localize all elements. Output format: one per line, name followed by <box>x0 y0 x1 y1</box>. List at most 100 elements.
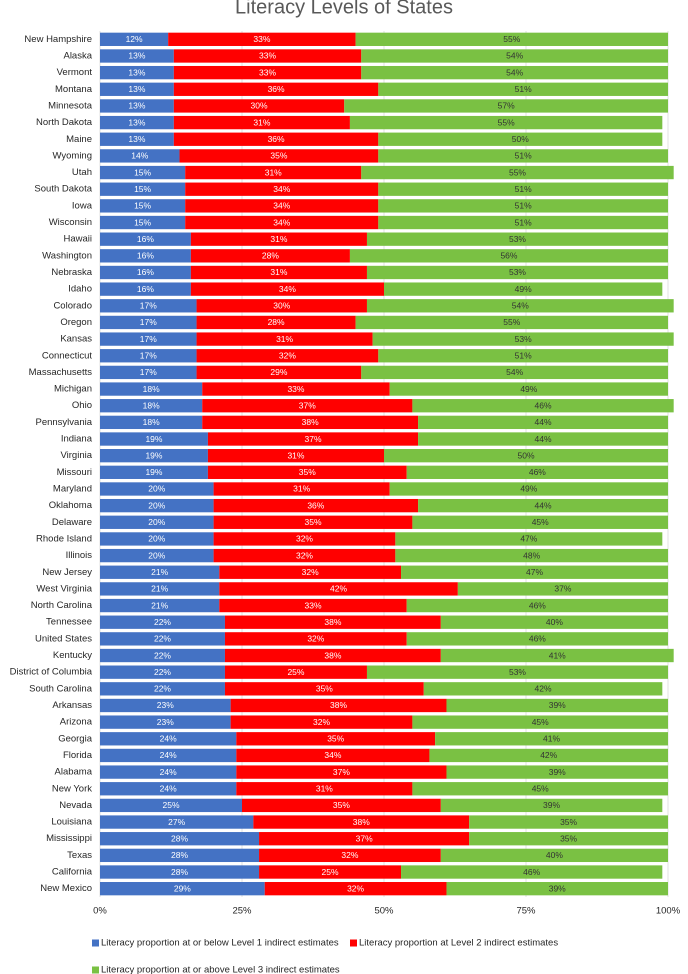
bar-segment <box>440 798 663 813</box>
value-label: 44% <box>535 417 552 427</box>
value-label: 32% <box>302 567 319 577</box>
bar-segment <box>401 865 663 879</box>
value-label: 17% <box>140 351 157 361</box>
value-label: 35% <box>316 684 333 694</box>
value-label: 35% <box>304 517 321 527</box>
value-label: 39% <box>549 883 566 893</box>
value-label: 28% <box>262 251 279 261</box>
value-label: 57% <box>498 101 515 111</box>
value-label: 30% <box>273 301 290 311</box>
bar-segment <box>100 565 220 579</box>
value-label: 32% <box>307 634 324 644</box>
bar-segment <box>100 265 191 280</box>
bar-segment <box>100 332 197 346</box>
bar-segment <box>395 532 663 546</box>
bar-segment <box>378 199 668 213</box>
bar-segment <box>100 299 197 313</box>
bar-segment <box>378 182 668 196</box>
bar-segment <box>423 682 663 696</box>
bar-segment <box>100 449 208 463</box>
bar-segment <box>224 665 367 679</box>
bar-segment <box>219 565 402 579</box>
bar-segment <box>196 349 379 363</box>
bar-segment <box>378 149 668 163</box>
y-tick-label: Michigan <box>54 384 92 395</box>
bar-segment <box>213 482 390 496</box>
value-label: 13% <box>128 134 145 144</box>
bar-segment <box>100 765 237 779</box>
bar-segment <box>378 132 663 146</box>
bar-segment <box>100 598 220 613</box>
y-tick-label: United States <box>35 633 92 644</box>
x-tick-label: 50% <box>374 906 394 917</box>
value-label: 20% <box>148 550 165 560</box>
bar-segment <box>349 115 663 130</box>
value-label: 30% <box>251 101 268 111</box>
legend-swatch <box>92 966 99 974</box>
bar-segment <box>418 432 668 446</box>
value-label: 23% <box>157 717 174 727</box>
bar-segment <box>395 548 668 563</box>
bar-segment <box>100 232 191 246</box>
value-label: 29% <box>270 367 287 377</box>
bar-segment <box>173 99 345 113</box>
value-label: 51% <box>515 201 532 211</box>
bar-segment <box>185 165 362 180</box>
bar-segment <box>100 732 237 746</box>
bar-segment <box>344 99 668 113</box>
y-tick-label: Massachusetts <box>29 367 93 378</box>
y-tick-label: Hawaii <box>63 234 92 245</box>
bar-segment <box>100 582 220 596</box>
y-tick-label: Alaska <box>63 50 92 61</box>
value-label: 34% <box>273 201 290 211</box>
value-label: 22% <box>154 617 171 627</box>
y-tick-label: Kentucky <box>53 650 92 661</box>
value-label: 55% <box>503 34 520 44</box>
bar-segment <box>100 715 231 729</box>
legend-label: Literacy proportion at Level 2 indirect … <box>359 938 558 949</box>
bar-segment <box>185 199 379 213</box>
bar-segment <box>100 548 214 563</box>
bar-segment <box>202 399 413 413</box>
value-label: 20% <box>148 500 165 510</box>
bar-segment <box>446 698 668 713</box>
value-label: 16% <box>137 284 154 294</box>
bar-segment <box>469 815 668 829</box>
value-label: 28% <box>171 867 188 877</box>
bar-segment <box>190 282 384 296</box>
bar-segment <box>361 365 668 380</box>
value-label: 32% <box>313 717 330 727</box>
value-label: 22% <box>154 684 171 694</box>
value-label: 16% <box>137 234 154 244</box>
y-tick-label: Minnesota <box>48 100 93 111</box>
value-label: 31% <box>270 234 287 244</box>
value-label: 18% <box>143 384 160 394</box>
value-label: 29% <box>174 883 191 893</box>
bar-segment <box>100 515 214 529</box>
bar-segment <box>418 415 668 430</box>
value-label: 47% <box>526 567 543 577</box>
value-label: 39% <box>549 767 566 777</box>
value-label: 25% <box>322 867 339 877</box>
bar-segment <box>100 415 203 430</box>
value-label: 15% <box>134 167 151 177</box>
x-tick-label: 100% <box>656 906 681 917</box>
value-label: 45% <box>532 517 549 527</box>
value-label: 31% <box>270 267 287 277</box>
y-tick-label: Nevada <box>59 800 92 811</box>
bar-segment <box>378 82 668 96</box>
bar-segment <box>469 832 668 846</box>
bar-segment <box>185 215 379 230</box>
bar-segment <box>100 698 231 713</box>
value-label: 32% <box>279 351 296 361</box>
bar-segment <box>100 482 214 496</box>
value-label: 15% <box>134 217 151 227</box>
y-tick-label: Tennessee <box>46 617 92 628</box>
bar-segment <box>355 32 668 46</box>
bar-segment <box>168 32 356 46</box>
bar-segment <box>173 132 379 146</box>
bar-segment <box>355 315 668 330</box>
bar-segment <box>196 365 362 380</box>
bar-segment <box>100 432 208 446</box>
y-tick-label: Utah <box>72 167 92 178</box>
